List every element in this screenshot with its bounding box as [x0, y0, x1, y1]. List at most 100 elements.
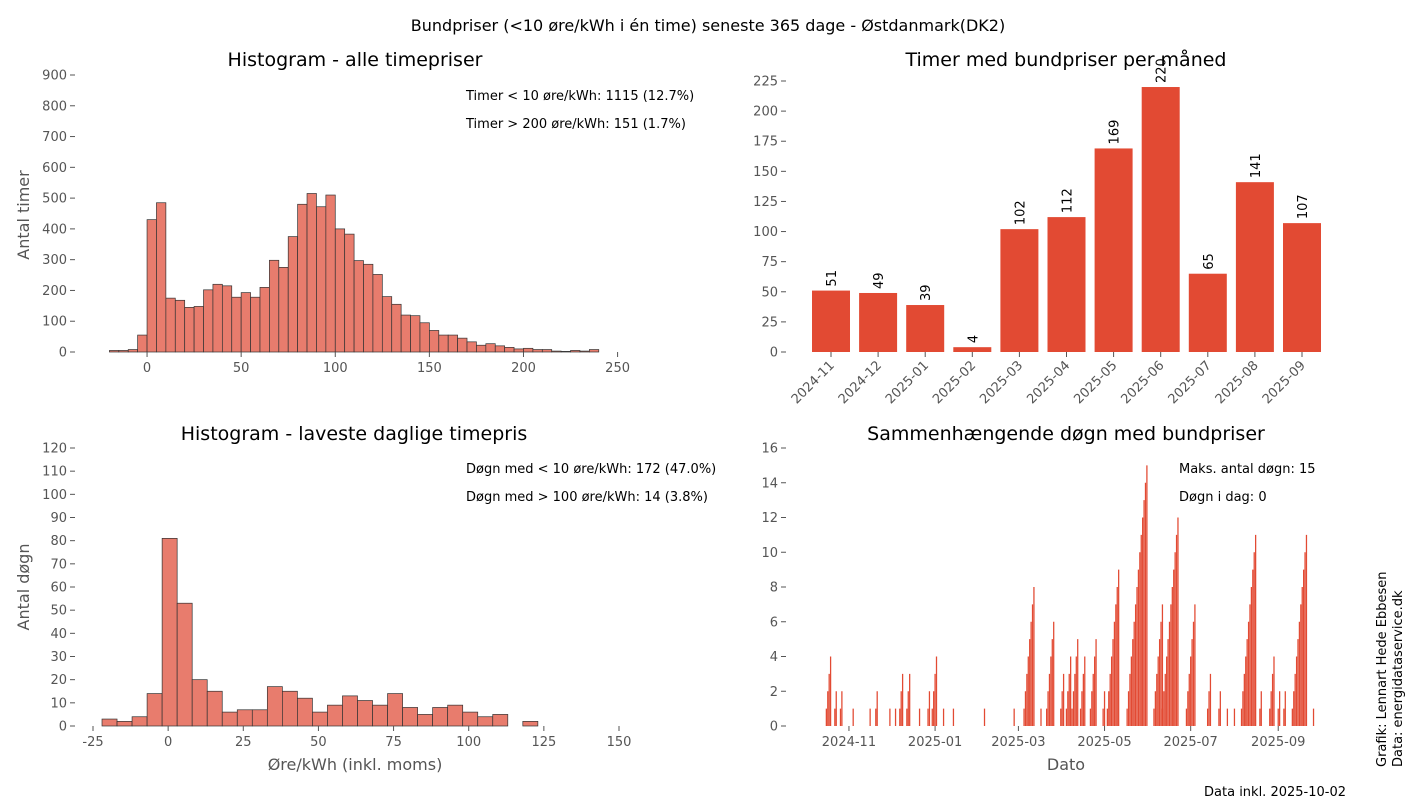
panel-4-ytick-label: 0	[770, 720, 778, 735]
streak-day-bar	[1082, 673, 1084, 726]
panel-3-ytick-label: 0	[59, 720, 67, 735]
streak-day-bar	[1157, 656, 1159, 726]
streak-day-bar	[1250, 587, 1253, 726]
streak-day-bar	[1166, 656, 1168, 726]
panel-2-ytick-label: 125	[753, 195, 778, 210]
histogram-bin	[419, 322, 430, 353]
histogram-bin	[353, 260, 364, 353]
histogram-bin	[357, 700, 373, 727]
streak-day-bar	[869, 708, 871, 726]
streak-day-bar	[1094, 656, 1096, 726]
histogram-bin	[560, 351, 571, 353]
panel-4-ytick-label: 12	[761, 511, 778, 526]
streak-day-bar	[1254, 534, 1257, 726]
panel-1-ytick-label: 800	[42, 99, 67, 114]
histogram-bin	[146, 219, 157, 353]
streak-day-bar	[1301, 587, 1303, 726]
panel-4-annotation-1: Maks. antal døgn: 15	[1179, 462, 1316, 477]
streak-day-bar	[1029, 639, 1031, 726]
panel-3-y-axis: 0 10 20 30 40 50 60 70 80 90 100 110 120	[42, 442, 75, 735]
month-bar-label: 4	[966, 335, 981, 343]
histogram-bin	[116, 721, 133, 727]
histogram-bin	[402, 707, 418, 727]
streak-day-bar	[1191, 639, 1193, 726]
streak-day-bar	[1118, 569, 1120, 726]
histogram-bin	[156, 202, 167, 353]
panel-3-ytick-label: 80	[50, 534, 67, 549]
panel-2-xtick-label: 2025-04	[1024, 358, 1073, 407]
streak-day-bar	[1040, 708, 1042, 726]
panel-2-xtick-label: 2025-03	[977, 358, 1026, 407]
streak-day-bar	[1116, 587, 1118, 726]
streak-day-bar	[1050, 656, 1052, 726]
histogram-bin	[236, 709, 253, 727]
panel-4-title: Sammenhængende døgn med bundpriser	[867, 423, 1265, 445]
streak-day-bar	[1168, 621, 1171, 726]
histogram-bin	[203, 289, 214, 353]
histogram-bin	[312, 711, 328, 727]
streak-day-bar	[1091, 691, 1093, 726]
streak-day-bar	[1167, 639, 1169, 726]
streak-day-bar	[1273, 656, 1275, 726]
streak-day-bar	[1219, 691, 1221, 726]
streak-day-bar	[1218, 708, 1220, 726]
streak-day-bar	[927, 708, 929, 726]
streak-day-bar	[1291, 708, 1293, 726]
streak-day-bar	[1271, 673, 1274, 726]
streak-day-bar	[952, 708, 955, 726]
panel-3-xtick-label: 50	[310, 735, 327, 750]
panel-2-ytick-label: 0	[770, 346, 778, 361]
histogram-bin	[137, 334, 148, 353]
panel-3-xtick-label: 75	[385, 735, 402, 750]
panel-1-xtick-label: 150	[417, 361, 442, 376]
panel-3-ytick-label: 40	[50, 627, 67, 642]
histogram-bin	[327, 704, 343, 727]
panel-1-annotation-box-2	[460, 111, 705, 135]
histogram-bin	[287, 236, 298, 353]
panel-2-title: Timer med bundpriser per måned	[905, 48, 1227, 71]
panel-4-xlabel: Dato	[1047, 755, 1085, 774]
panel-4-ytick-label: 16	[761, 442, 778, 457]
panel-1-xtick-label: 0	[143, 361, 151, 376]
streak-day-bar	[1300, 604, 1302, 726]
panel-1-title: Histogram - alle timepriser	[228, 49, 483, 71]
panel-2-ytick-label: 25	[761, 315, 778, 330]
panel-1-ytick-label: 900	[42, 69, 67, 84]
streak-day-bar	[1110, 656, 1113, 726]
streak-day-bar	[1013, 708, 1015, 726]
streak-day-bar	[1245, 656, 1247, 726]
panel-4-y-axis: 0 2 4 6 8 10 12 14 16	[761, 442, 786, 735]
panel-4-annotation-box-2	[1174, 484, 1278, 508]
panel-1-ylabel: Antal timer	[14, 170, 33, 260]
streak-day-bar	[1140, 534, 1142, 726]
panel-2-xtick-label: 2025-02	[930, 358, 979, 407]
histogram-bin	[523, 347, 534, 353]
panel-3-xtick-label: 100	[456, 735, 481, 750]
histogram-bin	[372, 274, 383, 353]
histogram-bin	[165, 297, 176, 353]
histogram-bin	[221, 711, 238, 727]
histogram-bin	[513, 348, 524, 353]
streak-day-bar	[1156, 673, 1158, 726]
panel-3-x-axis: -25 0 25 50 75 100 125 150	[82, 726, 631, 750]
histogram-bin	[127, 349, 138, 353]
histogram-bin	[570, 350, 581, 353]
streak-day-bar	[901, 673, 904, 726]
streak-day-bar	[1072, 691, 1075, 726]
histogram-bin	[297, 697, 313, 727]
month-bar-label: 65	[1202, 253, 1217, 270]
histogram-bin	[251, 709, 268, 727]
streak-day-bar	[935, 656, 938, 726]
panel-1-x-axis: 0 50 100 150 200 250	[143, 352, 630, 376]
histogram-bin	[432, 707, 449, 727]
histogram-bin	[250, 296, 261, 353]
panel-2-bars: 51 49 39 4 102 112 169 220 65 141 107	[812, 58, 1321, 353]
streak-day-bar	[1283, 708, 1285, 726]
panel-2-y-axis: 0 25 50 75 100 125 150 175 200 225	[753, 75, 786, 361]
histogram-bin	[522, 721, 539, 727]
panel-4-x-axis: 2024-11 2025-01 2025-03 2025-05 2025-07 2025-…	[822, 726, 1305, 750]
streak-day-bar	[1253, 552, 1255, 726]
streak-day-bar	[1075, 656, 1077, 726]
streak-day-bar	[1136, 587, 1138, 726]
